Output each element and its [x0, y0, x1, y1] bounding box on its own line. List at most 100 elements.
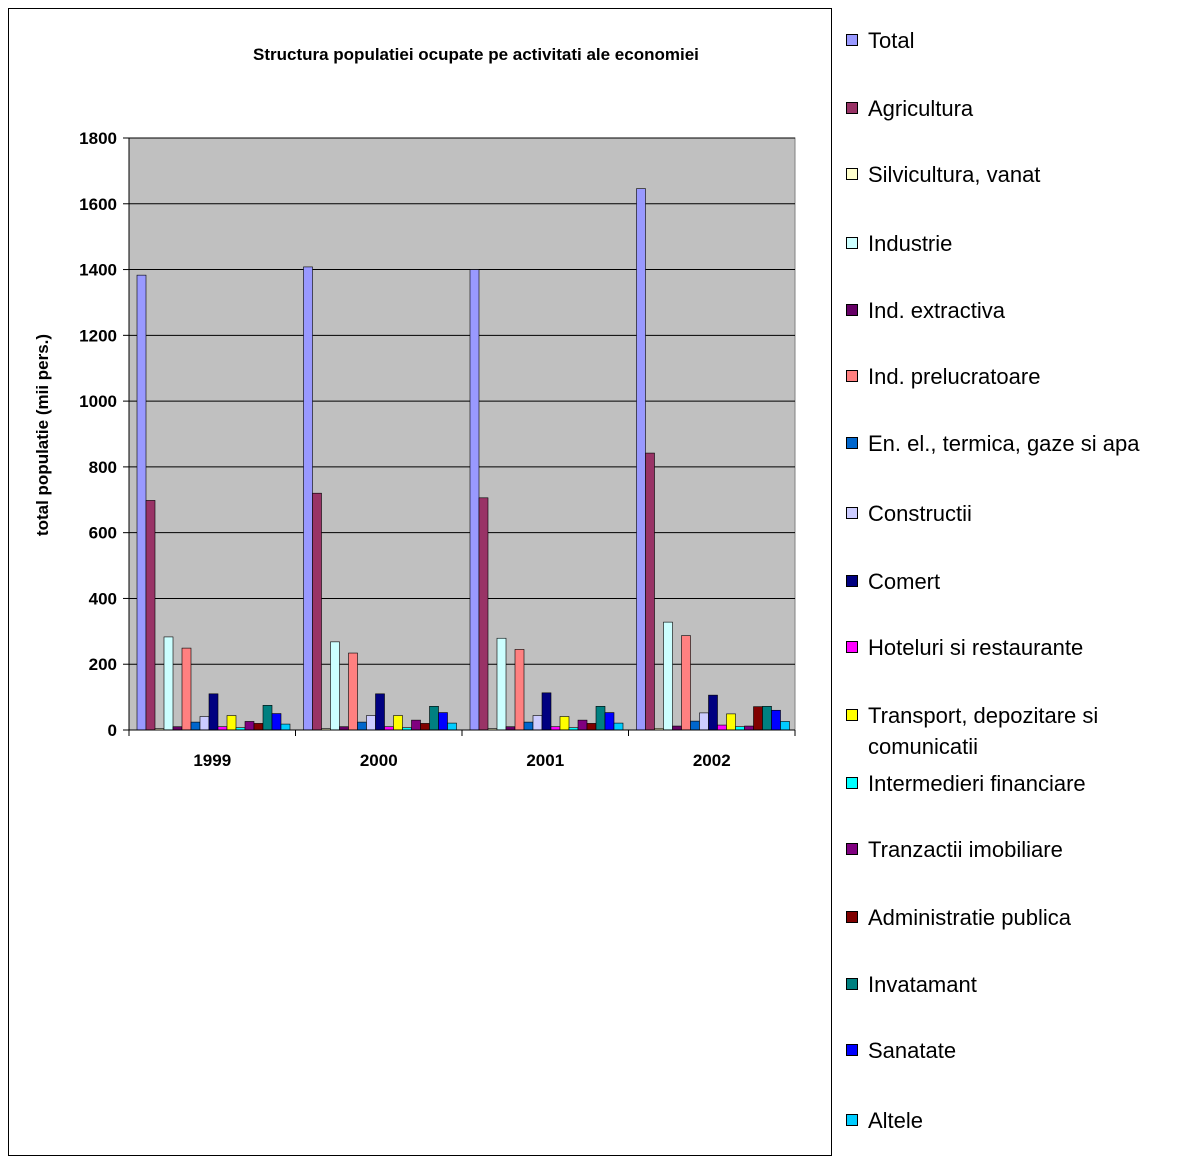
axes: [123, 137, 796, 736]
bar-2000-6: [348, 652, 358, 731]
legend-label: Intermedieri financiare: [868, 771, 1086, 796]
legend-label: En. el., termica, gaze si apa: [868, 431, 1140, 456]
bar-1999-11: [226, 715, 237, 731]
bar-2000-2: [312, 492, 322, 731]
bar-2002-16: [771, 709, 781, 731]
legend-swatch: [846, 34, 858, 46]
bar-2002-1: [636, 188, 646, 731]
bar-2000-14: [420, 723, 430, 731]
legend-item-17: Altele: [846, 1105, 1168, 1136]
bar-2000-17: [447, 722, 457, 731]
bar-2002-5: [672, 725, 682, 731]
legend-label: Sanatate: [868, 1038, 957, 1063]
bar-2002-8: [699, 712, 709, 731]
legend-swatch: [846, 843, 858, 855]
legend-item-12: Intermedieri financiare: [846, 768, 1168, 799]
legend-item-4: Industrie: [846, 228, 1168, 259]
bar-2002-2: [645, 452, 655, 731]
legend-item-11: Transport, depozitare si comunicatii: [846, 700, 1168, 762]
legend-item-8: Constructii: [846, 498, 1168, 529]
x-tick-label-2000: 2000: [360, 751, 398, 770]
legend-swatch: [846, 370, 858, 382]
bar-1999-9: [208, 693, 219, 731]
legend-label: Industrie: [868, 231, 953, 256]
legend-item-3: Silvicultura, vanat: [846, 159, 1168, 190]
bar-2002-13: [744, 725, 754, 731]
bar-2000-1: [303, 266, 313, 731]
bar-2001-8: [532, 715, 543, 731]
y-tick-label: 400: [89, 589, 117, 608]
bar-2000-8: [366, 715, 376, 731]
legend-item-1: Total: [846, 25, 1168, 56]
legend-swatch: [846, 911, 858, 923]
bar-2001-16: [604, 712, 615, 731]
legend-item-7: En. el., termica, gaze si apa: [846, 428, 1168, 459]
bar-2002-14: [753, 706, 763, 731]
legend-label: Hoteluri si restaurante: [868, 635, 1084, 660]
bar-2002-15: [762, 706, 772, 731]
bar-2002-11: [726, 713, 736, 731]
plot-area: [128, 137, 796, 731]
bar-1999-4: [163, 636, 174, 731]
bar-2002-10: [717, 724, 727, 731]
legend-label: Total: [868, 28, 915, 53]
legend-label: Altele: [868, 1108, 924, 1133]
legend-item-9: Comert: [846, 566, 1168, 597]
chart-title: Structura populatiei ocupate pe activita…: [253, 45, 699, 64]
bar-2001-9: [541, 692, 552, 731]
legend-item-16: Sanatate: [846, 1035, 1168, 1066]
legend-label: Agricultura: [868, 96, 974, 121]
bar-2002-17: [780, 721, 790, 731]
legend-item-15: Invatamant: [846, 969, 1168, 1000]
bar-2000-13: [411, 719, 421, 731]
bar-1999-2: [145, 500, 156, 731]
bar-2000-4: [330, 641, 340, 731]
legend-label: Silvicultura, vanat: [868, 162, 1041, 187]
legend-item-6: Ind. prelucratoare: [846, 361, 1168, 392]
bar-2001-11: [559, 716, 570, 731]
legend-swatch: [846, 1114, 858, 1126]
bar-2002-9: [708, 694, 718, 731]
legend-label: Invatamant: [868, 972, 977, 997]
y-axis-label: total populatie (mii pers.): [33, 334, 52, 536]
y-tick-label: 800: [89, 458, 117, 477]
legend: Total Agricultura Silvicultura, vanat Indus…: [831, 8, 1183, 1156]
legend-label: Administratie publica: [868, 905, 1071, 930]
legend-swatch: [846, 304, 858, 316]
legend-swatch: [846, 1044, 858, 1056]
bar-1999-8: [199, 716, 210, 731]
y-tick-label: 1600: [79, 195, 117, 214]
bar-2000-15: [429, 706, 439, 731]
bar-2002-7: [690, 720, 700, 731]
bar-2001-6: [514, 649, 525, 731]
bar-2001-14: [586, 723, 597, 731]
y-tick-label: 1000: [79, 392, 117, 411]
x-tick-labels: 1999 2000 2001 2002: [193, 751, 730, 770]
legend-swatch: [846, 978, 858, 990]
legend-swatch: [846, 709, 858, 721]
legend-label: Comert: [868, 569, 941, 594]
bar-1999-16: [271, 713, 282, 731]
bar-1999-17: [280, 723, 291, 731]
bar-1999-14: [253, 723, 264, 731]
legend-swatch: [846, 575, 858, 587]
y-tick-label: 600: [89, 524, 117, 543]
legend-label: Transport, depozitare si comunicatii: [868, 703, 1099, 759]
bar-1999-13: [244, 721, 255, 731]
y-tick-labels: 0 200 400 600 800 1000 1200 1400 1600 1800: [79, 129, 117, 740]
legend-swatch: [846, 168, 858, 180]
bar-2002-4: [663, 621, 673, 731]
legend-swatch: [846, 777, 858, 789]
bar-1999-7: [190, 721, 201, 731]
bar-2000-16: [438, 712, 448, 731]
bar-2001-15: [595, 706, 606, 731]
y-tick-label: 1400: [79, 261, 117, 280]
legend-item-2: Agricultura: [846, 93, 1168, 124]
legend-label: Constructii: [868, 501, 972, 526]
y-tick-label: 1800: [79, 129, 117, 148]
legend-label: Tranzactii imobiliare: [868, 837, 1063, 862]
bar-1999-15: [262, 705, 273, 731]
bars: [136, 188, 790, 731]
bar-1999-1: [136, 274, 147, 731]
